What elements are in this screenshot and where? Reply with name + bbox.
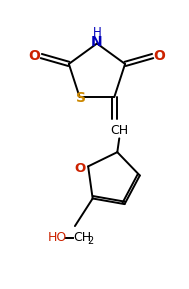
Text: H: H (93, 26, 101, 39)
Text: O: O (28, 49, 40, 63)
Text: O: O (75, 162, 86, 175)
Text: CH: CH (110, 124, 128, 137)
Text: CH: CH (73, 231, 91, 244)
Text: S: S (76, 91, 86, 105)
Text: N: N (91, 35, 103, 49)
Text: HO: HO (48, 231, 67, 244)
Text: 2: 2 (88, 236, 94, 246)
Text: O: O (154, 49, 166, 63)
